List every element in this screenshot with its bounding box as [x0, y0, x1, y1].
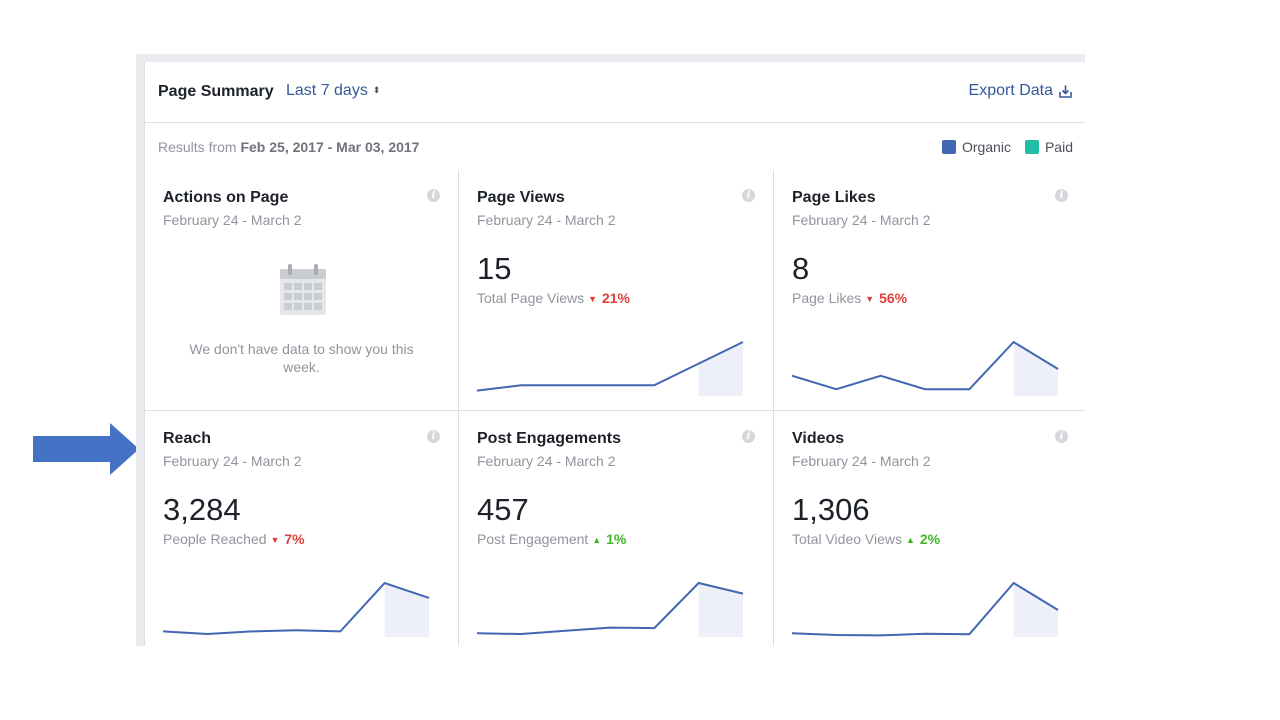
- results-date-text: Results from Feb 25, 2017 - Mar 03, 2017: [158, 139, 419, 155]
- sparkline-line: [792, 340, 1059, 391]
- card-reach[interactable]: Reach February 24 - March 2 i 3,284 Peop…: [145, 411, 459, 646]
- change-badge: ▲ 2%: [906, 531, 940, 547]
- page-summary-panel: Page Summary Last 7 days ⬍ Export Data Re…: [136, 54, 1085, 646]
- down-arrow-icon: ▼: [270, 535, 280, 545]
- metric-value: 8: [792, 251, 810, 286]
- sparkline-line: [792, 581, 1059, 637]
- up-arrow-icon: ▲: [906, 535, 915, 545]
- date-range-label: Last 7 days: [286, 82, 368, 99]
- info-icon[interactable]: i: [742, 189, 755, 202]
- results-range: Feb 25, 2017 - Mar 03, 2017: [240, 139, 420, 155]
- card-title: Reach: [163, 430, 212, 447]
- info-icon[interactable]: i: [1055, 430, 1068, 443]
- card-dates: February 24 - March 2: [163, 212, 302, 228]
- sparkline-chart: [792, 340, 1059, 396]
- card-page-views[interactable]: Page Views February 24 - March 2 i 15 To…: [459, 170, 774, 411]
- card-actions-on-page[interactable]: Actions on Page February 24 - March 2 i …: [145, 170, 459, 411]
- metric-text: Total Page Views: [477, 290, 585, 306]
- legend-label-paid: Paid: [1044, 139, 1073, 155]
- legend-swatch-organic: [941, 140, 956, 154]
- card-title: Post Engagements: [477, 430, 622, 447]
- pointer-arrow: [33, 423, 139, 475]
- legend-item-paid: Paid: [1024, 139, 1073, 155]
- metric-label: Total Page Views ▼ 21%: [477, 290, 630, 306]
- empty-state-message: We don't have data to show you this week…: [189, 341, 414, 375]
- sparkline-area: [698, 583, 743, 637]
- card-videos[interactable]: Videos February 24 - March 2 i 1,306 Tot…: [774, 411, 1085, 646]
- sparkline-area: [384, 583, 429, 637]
- page-summary-content: Page Summary Last 7 days ⬍ Export Data Re…: [144, 62, 1085, 646]
- sparkline-chart: [792, 581, 1059, 637]
- pointer-arrow-shape: [33, 423, 139, 475]
- down-arrow-icon: ▼: [588, 294, 598, 304]
- metric-text: Total Video Views: [792, 531, 902, 547]
- metric-label: People Reached ▼ 7%: [163, 531, 305, 547]
- change-badge: ▼ 21%: [588, 290, 630, 306]
- card-title: Actions on Page: [163, 189, 289, 206]
- change-badge: ▲ 1%: [592, 531, 626, 547]
- results-prefix: Results from: [158, 139, 237, 155]
- date-range-select[interactable]: Last 7 days ⬍: [286, 82, 380, 100]
- metric-text: Post Engagement: [477, 531, 589, 547]
- info-icon[interactable]: i: [1055, 189, 1068, 202]
- summary-header: Page Summary Last 7 days ⬍ Export Data: [145, 62, 1085, 123]
- metric-label: Page Likes ▼ 56%: [792, 290, 907, 306]
- sparkline-chart: [163, 581, 430, 637]
- legend-label-organic: Organic: [961, 139, 1011, 155]
- card-dates: February 24 - March 2: [477, 212, 616, 228]
- metric-label: Post Engagement ▲ 1%: [477, 531, 626, 547]
- card-title: Page Likes: [792, 189, 876, 206]
- legend-swatch-paid: [1024, 140, 1039, 154]
- sparkline-chart: [477, 341, 744, 396]
- card-title: Page Views: [477, 189, 565, 206]
- sparkline-chart: [477, 581, 744, 637]
- export-data-label: Export Data: [968, 82, 1053, 99]
- legend: Organic Paid: [928, 139, 1073, 155]
- change-value: 2%: [919, 531, 941, 547]
- metric-value: 15: [477, 251, 512, 286]
- sparkline-area: [698, 342, 743, 396]
- info-icon[interactable]: i: [742, 430, 755, 443]
- change-badge: ▼ 7%: [271, 531, 305, 547]
- download-icon: [1059, 85, 1072, 98]
- sort-caret-icon: ⬍: [372, 85, 381, 95]
- change-value: 56%: [879, 290, 908, 306]
- change-value: 1%: [606, 531, 627, 547]
- card-dates: February 24 - March 2: [792, 453, 931, 469]
- down-arrow-icon: ▼: [865, 294, 875, 304]
- up-arrow-icon: ▲: [592, 535, 602, 545]
- change-value: 7%: [284, 531, 305, 547]
- legend-item-organic: Organic: [941, 139, 1011, 155]
- sparkline-area: [1013, 583, 1058, 637]
- metric-text: Page Likes: [792, 290, 862, 306]
- change-badge: ▼ 56%: [865, 290, 907, 306]
- metric-label: Total Video Views ▲ 2%: [792, 531, 940, 547]
- metric-value: 3,284: [163, 492, 241, 527]
- card-title: Videos: [792, 430, 845, 447]
- sparkline-line: [477, 341, 744, 392]
- sparkline-line: [163, 581, 430, 636]
- calendar-icon: [280, 264, 326, 315]
- export-data-button[interactable]: Export Data: [969, 82, 1073, 100]
- card-dates: February 24 - March 2: [792, 212, 931, 228]
- metric-text: People Reached: [163, 531, 267, 547]
- page-title: Page Summary: [158, 83, 274, 100]
- card-page-likes[interactable]: Page Likes February 24 - March 2 i 8 Pag…: [774, 170, 1085, 411]
- card-dates: February 24 - March 2: [163, 453, 302, 469]
- results-bar: Results from Feb 25, 2017 - Mar 03, 2017…: [145, 123, 1085, 171]
- metric-value: 457: [477, 492, 529, 527]
- change-value: 21%: [601, 290, 630, 306]
- sparkline-area: [1013, 342, 1058, 396]
- info-icon[interactable]: i: [427, 430, 440, 443]
- metric-value: 1,306: [792, 492, 870, 527]
- info-icon[interactable]: i: [427, 189, 440, 202]
- sparkline-line: [477, 581, 744, 636]
- card-post-engagements[interactable]: Post Engagements February 24 - March 2 i…: [459, 411, 774, 646]
- card-dates: February 24 - March 2: [477, 453, 616, 469]
- summary-cards-grid: Actions on Page February 24 - March 2 i …: [145, 170, 1085, 646]
